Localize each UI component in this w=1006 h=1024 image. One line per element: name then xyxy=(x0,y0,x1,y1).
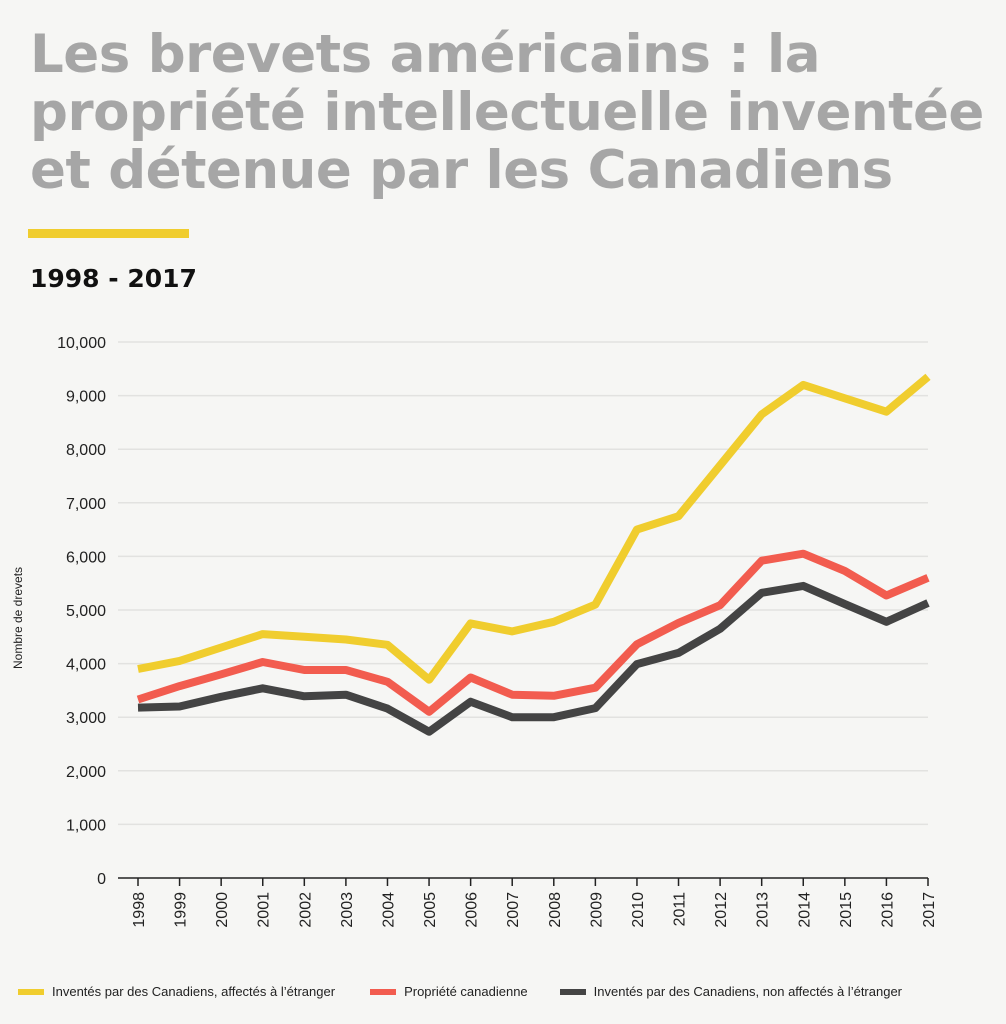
x-tick-label: 2001 xyxy=(256,892,273,928)
x-tick-label: 2003 xyxy=(339,892,356,928)
x-tick-label: 2007 xyxy=(505,892,522,928)
y-tick-label: 9,000 xyxy=(66,389,106,406)
x-tick-label: 2015 xyxy=(838,892,855,928)
title-accent-bar xyxy=(28,229,189,238)
x-tick-label: 2000 xyxy=(214,892,231,928)
x-tick-label: 1998 xyxy=(131,892,148,928)
y-tick-label: 0 xyxy=(97,871,106,888)
y-tick-label: 10,000 xyxy=(57,335,106,352)
x-tick-label: 2014 xyxy=(796,892,813,928)
y-tick-label: 2,000 xyxy=(66,764,106,781)
x-tick-label: 2011 xyxy=(672,892,689,927)
x-tick-label: 2010 xyxy=(630,892,647,928)
y-tick-label: 4,000 xyxy=(66,657,106,674)
x-tick-label: 2016 xyxy=(879,892,896,928)
legend-swatch-canadian-owned xyxy=(370,988,397,995)
x-tick-label: 1999 xyxy=(173,892,190,928)
legend-label-not-foreign-assigned: Inventés par des Canadiens, non affectés… xyxy=(593,984,903,999)
x-tick-label: 2005 xyxy=(422,892,439,928)
x-tick-label: 2002 xyxy=(297,892,314,928)
chart-legend: Inventés par des Canadiens, affectés à l… xyxy=(18,984,902,999)
x-tick-label: 2009 xyxy=(588,892,605,928)
x-tick-label: 2013 xyxy=(755,892,772,928)
x-tick-label: 2008 xyxy=(547,892,564,928)
series-line-1 xyxy=(136,549,930,716)
x-tick-label: 2012 xyxy=(713,892,730,928)
legend-item-canadian-owned: Propriété canadienne xyxy=(370,984,528,999)
line-chart: 0 1,000 2,000 3,000 4,000 5,000 6,000 7,000 8,00… xyxy=(11,335,938,928)
y-axis-label: Nombre de drevets xyxy=(11,567,25,669)
legend-swatch-foreign-assigned xyxy=(18,988,44,995)
x-tick-label: 2006 xyxy=(464,892,481,928)
y-tick-label: 1,000 xyxy=(66,817,106,834)
y-tick-label: 5,000 xyxy=(66,603,106,620)
y-tick-label: 7,000 xyxy=(66,496,106,513)
x-tick-label: 2004 xyxy=(380,892,397,928)
chart-subtitle: 1998 - 2017 xyxy=(30,264,197,293)
page-title: Les brevets américains : la propriété in… xyxy=(30,24,984,201)
legend-swatch-not-foreign-assigned xyxy=(559,988,586,995)
legend-item-not-foreign-assigned: Inventés par des Canadiens, non affectés… xyxy=(559,984,903,999)
legend-label-foreign-assigned: Inventés par des Canadiens, affectés à l… xyxy=(52,984,336,999)
y-tick-label: 3,000 xyxy=(66,710,106,727)
series-line-2 xyxy=(137,581,930,736)
legend-item-foreign-assigned: Inventés par des Canadiens, affectés à l… xyxy=(18,984,335,999)
y-tick-label: 8,000 xyxy=(66,442,106,459)
y-tick-label: 6,000 xyxy=(66,549,106,566)
x-tick-label: 2017 xyxy=(921,892,938,928)
series-line-0 xyxy=(137,373,931,684)
legend-label-canadian-owned: Propriété canadienne xyxy=(404,984,528,999)
